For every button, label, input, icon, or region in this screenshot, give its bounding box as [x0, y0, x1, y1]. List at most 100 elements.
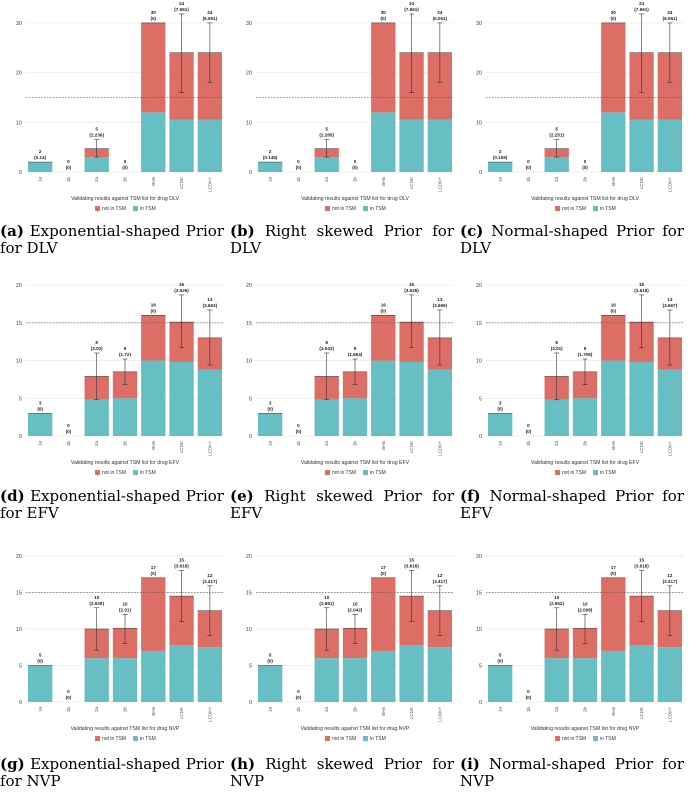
bar-in-tsm	[487, 413, 513, 436]
data-label-count: 0	[527, 689, 530, 694]
data-label-sd: (0)	[610, 16, 616, 21]
data-label-count: 8	[555, 340, 558, 345]
x-axis-title: Validating results against TSM list for …	[301, 726, 410, 732]
y-tick-label: 10	[246, 359, 252, 365]
data-label-sd: (2.251)	[549, 133, 564, 138]
legend-swatch-in-tsm	[133, 206, 138, 211]
bar-in-tsm	[427, 119, 453, 172]
legend-swatch-in-tsm	[363, 736, 368, 741]
legend-label-in-tsm: in TSM	[370, 736, 386, 742]
bar-not-in-tsm	[371, 315, 396, 361]
data-label-count: 24	[639, 1, 645, 6]
x-tick-label: 2b	[583, 441, 588, 447]
caption-text: Exponential-shaped Prior for DLV	[0, 222, 224, 257]
x-tick-label: 1a	[268, 707, 273, 713]
legend-label-not-in-tsm: not in TSM	[102, 206, 126, 212]
data-label-sd: (3.669)	[433, 303, 448, 308]
y-tick-label: 10	[16, 627, 22, 633]
caption-text: Normal-shaped Prior for DLV	[460, 222, 684, 257]
data-label-count: 13	[437, 297, 443, 302]
data-label-count: 5	[269, 652, 272, 657]
y-tick-label: 10	[16, 359, 22, 365]
data-label-sd: (3.616)	[634, 564, 649, 569]
data-label-sd: (0)	[526, 429, 532, 434]
bar-in-tsm	[112, 398, 138, 436]
legend-swatch-in-tsm	[363, 206, 368, 211]
caption-text: Exponential-shaped Prior for EFV	[0, 487, 224, 522]
data-label-sd: (0.155)	[493, 155, 508, 160]
y-tick-label: 5	[249, 396, 252, 402]
legend-swatch-in-tsm	[133, 470, 138, 475]
figure-panel-c: 0 10 20 30 2 (0.155) 1a 0 (0) 1b 5 (2.251) 2a 0 (0) 2b 3…	[460, 0, 690, 257]
legend-label-not-in-tsm: not in TSM	[332, 470, 356, 476]
y-tick-label: 0	[19, 170, 22, 176]
data-label-count: 12	[437, 573, 443, 578]
bar-not-in-tsm	[601, 315, 626, 361]
bar-in-tsm	[657, 647, 683, 702]
x-axis-title: Validating results against TSM list for …	[71, 196, 179, 202]
x-tick-label: 1b	[526, 441, 531, 447]
data-label-count: 3	[269, 400, 272, 405]
data-label-sd: (3.616)	[634, 288, 649, 293]
data-label-count: 15	[639, 558, 645, 563]
x-tick-label: BHs	[151, 440, 156, 449]
data-label-count: 16	[381, 302, 387, 307]
caption-label: (d)	[0, 487, 25, 505]
legend-swatch-in-tsm	[593, 470, 598, 475]
x-tick-label: 1a	[498, 707, 503, 713]
x-axis-title: Validating results against TSM list for …	[301, 460, 410, 466]
data-label-count: 12	[207, 573, 213, 578]
caption-text: Normal-shaped Prior for EFV	[460, 487, 684, 522]
data-label-sd: (0)	[296, 695, 302, 700]
legend-label-in-tsm: in TSM	[600, 470, 616, 476]
data-label-sd: (2.042)	[348, 607, 363, 612]
bar-in-tsm	[197, 369, 223, 436]
x-tick-label: 1b	[296, 441, 301, 447]
legend-swatch-not-in-tsm	[95, 206, 100, 211]
data-label-sd: (0)	[497, 406, 503, 411]
data-label-sd: (3.043)	[319, 346, 334, 351]
data-label-sd: (7.961)	[174, 7, 189, 12]
bar-in-tsm	[197, 647, 223, 702]
x-axis-title: Validating results against TSM list for …	[531, 726, 640, 732]
legend-swatch-in-tsm	[363, 470, 368, 475]
data-label-sd: (0)	[582, 165, 588, 170]
y-tick-label: 30	[16, 21, 22, 27]
y-tick-label: 15	[16, 590, 22, 596]
data-label-count: 0	[67, 689, 70, 694]
data-label-count: 2	[499, 149, 502, 154]
y-tick-label: 15	[476, 321, 482, 327]
data-label-count: 5	[555, 127, 558, 132]
data-label-count: 15	[179, 282, 185, 287]
bar-in-tsm	[169, 362, 194, 436]
bar-in-tsm	[629, 645, 654, 702]
data-label-sd: (1.72)	[119, 352, 131, 357]
y-tick-label: 0	[19, 700, 22, 706]
x-tick-label: 1b	[66, 441, 71, 447]
data-label-count: 10	[94, 595, 100, 600]
data-label-sd: (0)	[66, 165, 72, 170]
data-label-count: 2	[39, 149, 42, 154]
data-label-count: 9	[124, 346, 127, 351]
x-tick-label: 2a	[94, 707, 99, 713]
data-label-sd: (0)	[610, 308, 616, 313]
data-label-sd: (3.526)	[174, 288, 189, 293]
bar-not-in-tsm	[371, 22, 396, 113]
x-tick-label: 2b	[583, 707, 588, 713]
x-tick-label: LCDK+	[437, 177, 442, 192]
data-label-sd: (0)	[66, 695, 72, 700]
bar-chart-f: 051015203(0)1a0(0)1b8(3.01)2a9(1.706)2b1…	[476, 282, 684, 476]
data-label-count: 0	[67, 423, 70, 428]
bar-in-tsm	[544, 658, 569, 702]
data-label-count: 24	[409, 1, 415, 6]
data-label-count: 10	[122, 601, 128, 606]
data-label-sd: (3.616)	[174, 564, 189, 569]
legend-swatch-in-tsm	[593, 206, 598, 211]
x-tick-label: 1a	[38, 707, 43, 713]
x-axis-title: Validating results against TSM list for …	[531, 460, 640, 466]
x-axis-title: Validating results against TSM list for …	[531, 196, 639, 202]
data-label-count: 5	[325, 127, 328, 132]
bar-in-tsm	[141, 112, 166, 172]
data-label-count: 15	[409, 558, 415, 563]
bar-in-tsm	[27, 162, 53, 172]
